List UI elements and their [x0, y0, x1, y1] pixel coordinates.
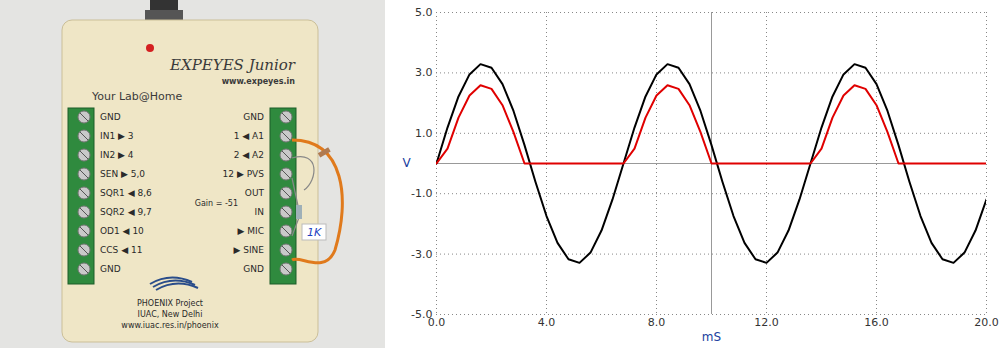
svg-text:4.0: 4.0 [538, 316, 556, 329]
svg-text:16.0: 16.0 [864, 316, 889, 329]
svg-text:GND: GND [100, 264, 121, 274]
svg-text:1.0: 1.0 [415, 127, 433, 140]
svg-text:Your Lab@Home: Your Lab@Home [91, 90, 183, 103]
svg-text:EXPEYES Junior: EXPEYES Junior [169, 56, 296, 74]
svg-text:12 ▶ PVS: 12 ▶ PVS [223, 169, 265, 179]
svg-text:1 ◀ A1: 1 ◀ A1 [234, 131, 264, 141]
svg-text:SQR2 ◀ 9,7: SQR2 ◀ 9,7 [100, 207, 152, 217]
svg-text:GND: GND [243, 264, 264, 274]
svg-text:Gain = -51: Gain = -51 [195, 199, 238, 208]
svg-text:1K: 1K [307, 226, 322, 239]
svg-text:-1.0: -1.0 [411, 187, 432, 200]
svg-text:IN2 ▶ 4: IN2 ▶ 4 [100, 150, 134, 160]
svg-text:0.0: 0.0 [427, 316, 446, 330]
svg-text:3.0: 3.0 [415, 66, 433, 79]
svg-text:-3.0: -3.0 [411, 248, 432, 261]
svg-text:GND: GND [100, 112, 121, 122]
svg-text:▶ SINE: ▶ SINE [233, 245, 264, 255]
svg-text:www.expeyes.in: www.expeyes.in [222, 77, 296, 86]
svg-text:8.0: 8.0 [648, 316, 666, 329]
svg-text:OD1 ◀ 10: OD1 ◀ 10 [100, 226, 144, 236]
svg-text:OUT: OUT [245, 188, 265, 198]
svg-text:IN: IN [255, 207, 264, 217]
svg-text:▶ MIC: ▶ MIC [238, 226, 265, 236]
svg-text:12.0: 12.0 [754, 316, 779, 329]
svg-text:-5.0: -5.0 [411, 308, 432, 321]
svg-text:2 ◀ A2: 2 ◀ A2 [234, 150, 264, 160]
svg-text:PHOENIX Project: PHOENIX Project [137, 299, 203, 308]
svg-text:V: V [403, 156, 412, 170]
svg-text:SQR1 ◀ 8,6: SQR1 ◀ 8,6 [100, 188, 152, 198]
svg-text:SEN ▶ 5,0: SEN ▶ 5,0 [100, 169, 145, 179]
svg-text:IN1 ▶ 3: IN1 ▶ 3 [100, 131, 133, 141]
svg-text:mS: mS [702, 330, 721, 344]
svg-text:GND: GND [243, 112, 264, 122]
svg-text:CCS ◀ 11: CCS ◀ 11 [100, 245, 142, 255]
svg-text:20.0: 20.0 [974, 316, 999, 329]
svg-text:www.iuac.res.in/phoenix: www.iuac.res.in/phoenix [121, 321, 219, 330]
svg-text:IUAC, New Delhi: IUAC, New Delhi [138, 310, 203, 319]
svg-text:5.0: 5.0 [415, 6, 433, 19]
